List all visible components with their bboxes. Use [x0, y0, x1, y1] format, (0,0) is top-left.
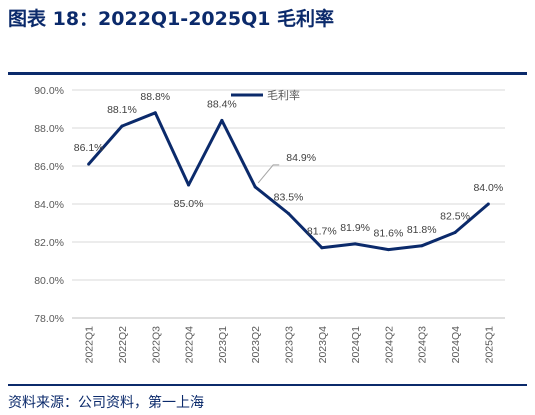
data-label: 81.6%: [374, 228, 404, 240]
x-tick-label: 2023Q2: [250, 326, 262, 364]
data-label-leader: [257, 164, 280, 184]
legend-label: 毛利率: [267, 88, 300, 102]
source-rule: [8, 384, 527, 386]
figure-title: 图表 18：2022Q1-2025Q1 毛利率: [8, 8, 335, 30]
data-point: [153, 111, 157, 115]
y-tick-label: 78.0%: [34, 313, 64, 325]
x-tick-label: 2024Q3: [417, 326, 429, 364]
data-point: [486, 202, 490, 206]
data-point: [120, 124, 124, 128]
x-tick-label: 2022Q4: [184, 326, 196, 364]
source-note: 资料来源：公司资料，第一上海: [8, 395, 204, 411]
y-tick-label: 88.0%: [34, 123, 64, 135]
data-point: [187, 183, 191, 187]
data-label: 81.8%: [407, 224, 437, 236]
data-label: 85.0%: [174, 198, 204, 210]
data-point: [353, 242, 357, 246]
x-tick-label: 2024Q4: [450, 326, 462, 364]
data-point: [287, 212, 290, 215]
data-label: 88.4%: [207, 98, 237, 110]
data-point: [87, 162, 91, 166]
data-label: 81.9%: [340, 222, 370, 234]
x-tick-label: 2024Q2: [383, 326, 395, 364]
data-label: 81.7%: [307, 226, 337, 238]
data-point: [386, 248, 390, 252]
data-label: 83.5%: [274, 192, 304, 204]
y-tick-label: 90.0%: [34, 85, 64, 97]
x-tick-label: 2023Q1: [217, 326, 229, 364]
x-tick-label: 2023Q4: [317, 326, 329, 364]
y-tick-label: 82.0%: [34, 237, 64, 249]
chart-svg: 78.0% 80.0% 82.0% 84.0% 86.0% 88.0% 90.0% 2022Q…: [34, 85, 505, 364]
x-tick-label: 2022Q3: [150, 326, 162, 364]
chart-area: 78.0% 80.0% 82.0% 84.0% 86.0% 88.0% 90.0% 2022Q…: [11, 75, 522, 377]
data-point: [453, 231, 457, 234]
data-label: 88.8%: [140, 91, 170, 103]
data-point: [253, 185, 257, 189]
data-label: 84.0%: [473, 182, 503, 194]
y-tick-label: 80.0%: [34, 275, 64, 287]
data-point: [420, 244, 424, 248]
x-tick-label: 2022Q2: [117, 326, 129, 364]
data-label: 84.9%: [286, 152, 316, 164]
data-point: [220, 118, 224, 122]
data-label: 82.5%: [440, 211, 470, 223]
x-tick-label: 2024Q1: [350, 326, 362, 364]
data-point: [320, 246, 324, 250]
y-tick-label: 86.0%: [34, 161, 64, 173]
y-tick-label: 84.0%: [34, 199, 64, 211]
x-tick-label: 2025Q1: [483, 326, 495, 364]
data-label: 86.1%: [74, 142, 104, 154]
x-tick-label: 2022Q1: [84, 326, 96, 364]
x-tick-label: 2023Q3: [284, 326, 296, 364]
data-label: 88.1%: [107, 104, 137, 116]
title-rule: [8, 72, 527, 75]
